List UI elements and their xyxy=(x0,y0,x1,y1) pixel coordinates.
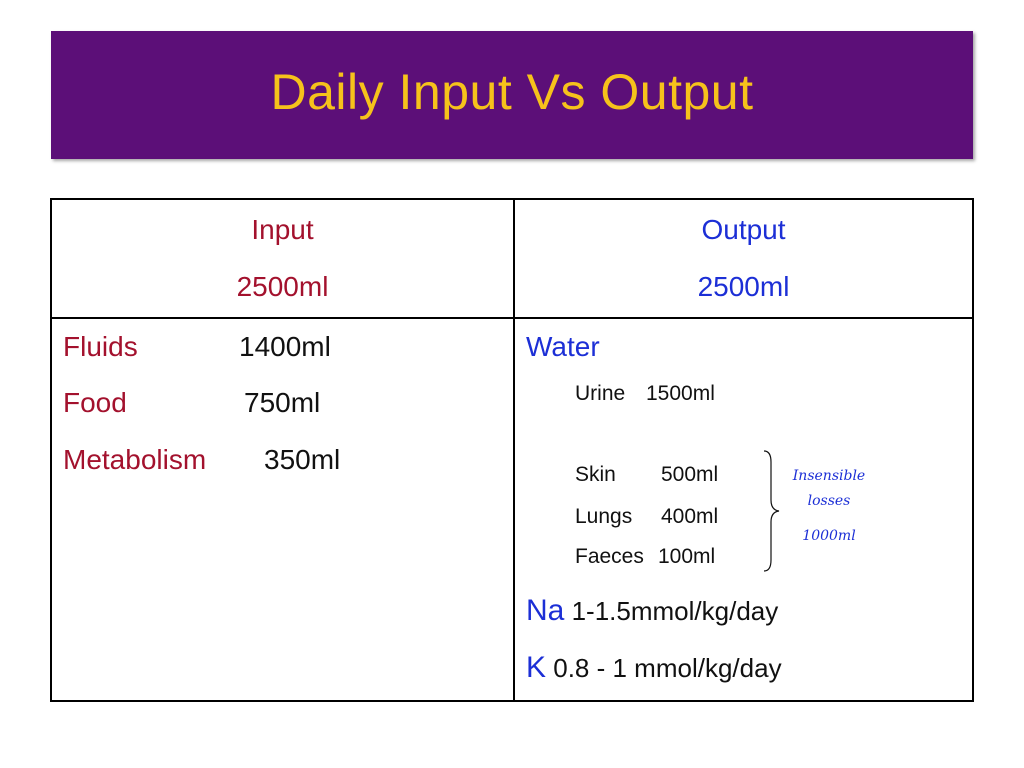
input-output-table: Input 2500ml Output 2500ml Fluids 1400ml… xyxy=(50,198,974,702)
output-item-value: 500ml xyxy=(661,463,719,486)
curly-brace-icon xyxy=(763,450,780,572)
sodium-symbol: Na xyxy=(526,594,565,627)
output-header-cell: Output 2500ml xyxy=(515,200,972,317)
input-item-metabolism: Metabolism 350ml xyxy=(63,444,340,476)
input-item-label: Metabolism xyxy=(63,444,207,475)
output-total: 2500ml xyxy=(697,271,790,302)
output-item-value: 100ml xyxy=(658,545,716,568)
output-item-label: Skin xyxy=(575,463,616,486)
output-item-lungs: Lungs 400ml xyxy=(575,505,718,529)
output-item-value: 400ml xyxy=(661,505,719,528)
sodium-value: 1-1.5mmol/kg/day xyxy=(571,596,779,626)
potassium-line: K 0.8 - 1 mmol/kg/day xyxy=(526,651,782,685)
output-item-value: 1500ml xyxy=(646,382,715,405)
input-item-food: Food 750ml xyxy=(63,387,320,419)
output-item-label: Urine xyxy=(575,382,626,405)
input-header: Input xyxy=(251,214,314,245)
insensible-total: 1000ml xyxy=(802,528,856,544)
input-item-value: 350ml xyxy=(264,444,341,475)
output-water-label: Water xyxy=(526,331,600,362)
input-total: 2500ml xyxy=(236,271,329,302)
potassium-value: 0.8 - 1 mmol/kg/day xyxy=(553,653,782,683)
insensible-note-line2: losses xyxy=(807,493,851,509)
title-banner: Daily Input Vs Output xyxy=(51,31,973,159)
input-item-value: 750ml xyxy=(244,387,321,418)
output-item-skin: Skin 500ml xyxy=(575,463,718,487)
output-item-label: Lungs xyxy=(575,505,633,528)
input-item-label: Food xyxy=(63,387,127,418)
output-header: Output xyxy=(701,214,786,245)
header-divider xyxy=(52,317,972,319)
input-item-value: 1400ml xyxy=(239,331,331,362)
input-item-label: Fluids xyxy=(63,331,138,362)
potassium-symbol: K xyxy=(526,651,547,684)
sodium-line: Na 1-1.5mmol/kg/day xyxy=(526,594,778,628)
output-item-label: Faeces xyxy=(575,545,644,568)
input-header-cell: Input 2500ml xyxy=(52,200,513,317)
column-divider xyxy=(513,200,515,700)
insensible-note-line1: Insensible xyxy=(792,468,866,484)
output-item-faeces: Faeces 100ml xyxy=(575,545,715,569)
output-item-urine: Urine 1500ml xyxy=(575,382,715,406)
input-item-fluids: Fluids 1400ml xyxy=(63,331,331,363)
slide-title: Daily Input Vs Output xyxy=(270,64,754,120)
